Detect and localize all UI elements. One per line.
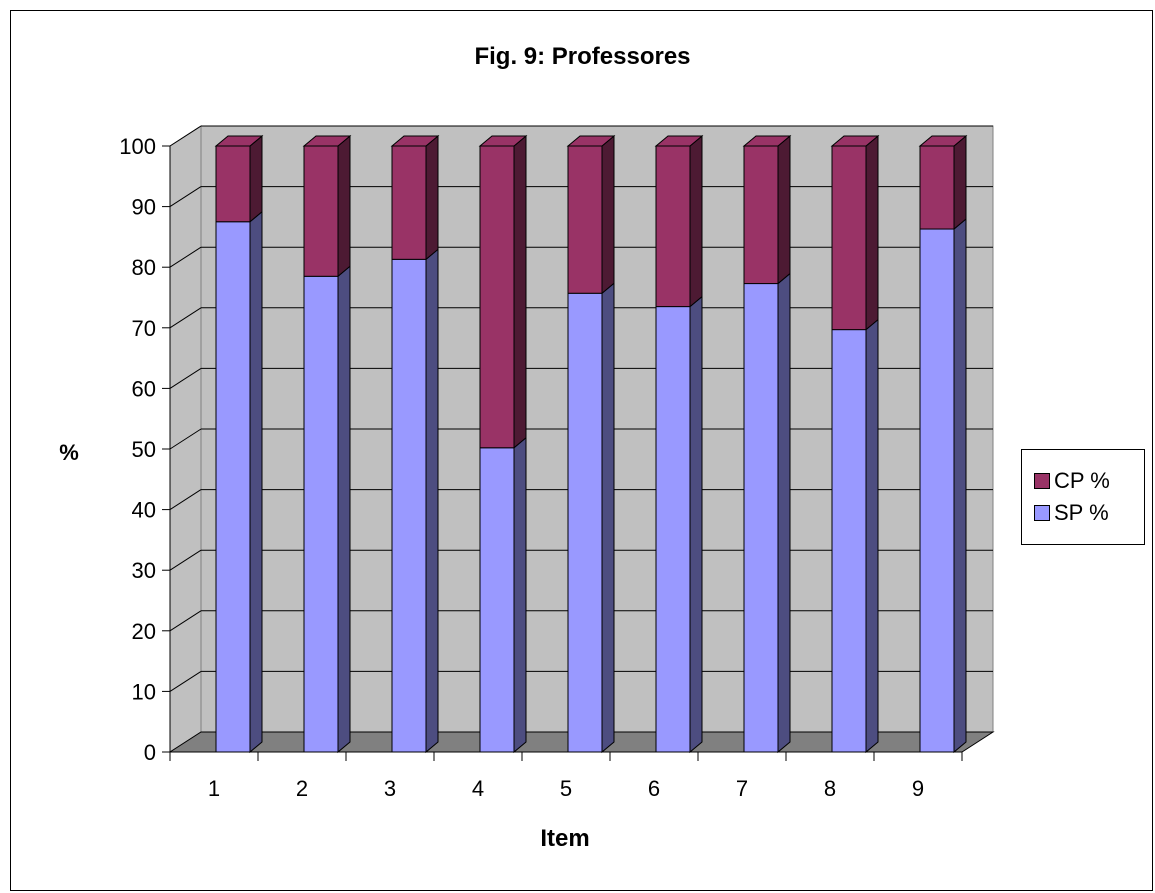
y-tick-label: 30 [132,558,156,583]
bar-sp-9 [919,228,955,753]
x-tick-label: 5 [560,776,572,801]
y-tick-label: 0 [144,740,156,765]
gridline-side [169,428,202,450]
bar-sp-5 [567,292,603,753]
legend-item-cp: CP % [1034,466,1110,496]
legend-label-sp: SP % [1054,500,1109,525]
bar-top-5 [566,135,616,147]
y-tick-label: 100 [119,134,156,159]
bar-side-cp-9 [953,134,967,231]
bar-cp-5 [567,145,603,294]
bar-side-sp-7 [777,272,791,754]
gridline-side [169,670,202,692]
bar-side-cp-5 [601,134,615,295]
bar-top-2 [302,135,352,147]
bar-top-9 [918,135,968,147]
bar-cp-3 [391,145,427,260]
x-tick-label: 6 [648,776,660,801]
bar-sp-6 [655,306,691,753]
bar-side-cp-1 [249,134,263,223]
bar-cp-4 [479,145,515,449]
x-tick-label: 4 [472,776,484,801]
bar-top-6 [654,135,704,147]
x-tick-label: 1 [208,776,220,801]
x-tick-label: 8 [824,776,836,801]
y-tick-label: 10 [132,679,156,704]
y-tick-label: 70 [132,316,156,341]
bar-side-sp-9 [953,217,967,754]
bar-top-1 [214,135,264,147]
bar-cp-6 [655,145,691,308]
gridline-side [169,307,202,329]
bar-side-sp-3 [425,248,439,754]
legend-label-cp: CP % [1054,468,1110,493]
gridline-side [169,367,202,389]
gridline-side [169,186,202,208]
gridline-side [169,610,202,632]
bar-cp-8 [831,145,867,331]
y-tick-label: 50 [132,437,156,462]
bar-sp-3 [391,258,427,753]
bar-cp-2 [303,145,339,277]
x-tick-label: 9 [912,776,924,801]
y-tick-label: 20 [132,619,156,644]
legend-item-sp: SP % [1034,498,1109,528]
x-tick-label: 7 [736,776,748,801]
y-tick-label: 60 [132,376,156,401]
gridline-side [169,489,202,511]
bar-cp-1 [215,145,251,223]
legend: CP % SP % [1021,449,1145,545]
x-axis-label: Item [540,825,589,852]
bar-cp-9 [919,145,955,230]
bar-side-cp-3 [425,134,439,261]
bar-side-cp-4 [513,134,527,449]
y-tick-label: 90 [132,195,156,220]
chart-title: Fig. 9: Professores [474,43,691,70]
bar-side-cp-7 [777,134,791,285]
bar-side-sp-6 [689,295,703,754]
bar-sp-2 [303,275,339,753]
bar-side-sp-5 [601,282,615,754]
gridline-side [169,549,202,571]
legend-swatch-sp [1034,505,1050,521]
gridline-side [169,125,202,147]
x-tick-label: 2 [296,776,308,801]
bar-sp-7 [743,283,779,753]
bar-top-8 [830,135,880,147]
bar-side-sp-2 [337,265,351,754]
bar-top-7 [742,135,792,147]
bar-side-sp-4 [513,436,527,754]
gridline-side [169,246,202,268]
bar-top-4 [478,135,528,147]
bar-side-cp-8 [865,134,879,331]
x-tick-label: 3 [384,776,396,801]
y-tick-label: 80 [132,255,156,280]
bar-sp-1 [215,221,251,753]
bar-sp-4 [479,447,515,753]
bar-side-sp-1 [249,210,263,754]
bar-sp-8 [831,329,867,753]
legend-swatch-cp [1034,473,1050,489]
bar-top-3 [390,135,440,147]
bar-side-cp-6 [689,134,703,308]
bar-cp-7 [743,145,779,285]
y-axis-label: % [59,440,79,465]
bar-side-cp-2 [337,134,351,278]
y-tick-label: 40 [132,498,156,523]
bar-side-sp-8 [865,318,879,754]
